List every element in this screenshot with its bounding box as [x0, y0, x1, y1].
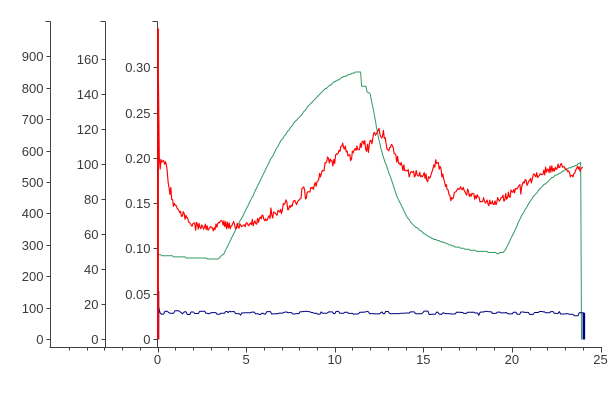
y-axis-outer-left-tick-label: 300 — [22, 238, 44, 253]
y-axis-middle-left-tick-label: 140 — [77, 87, 99, 102]
y-axis-outer-left-tick-label: 400 — [22, 206, 44, 221]
x-axis-tick-label: 15 — [416, 352, 430, 367]
y-axis-middle-left-tick-label: 20 — [84, 297, 98, 312]
y-axis-inner-left-tick-label: 0.20 — [125, 151, 150, 166]
series-red-noisy-curve — [156, 78, 584, 340]
y-axis-inner-left-tick-label: 0.25 — [125, 106, 150, 121]
y-axis-inner-left-tick-label: 0.15 — [125, 196, 150, 211]
y-axis-inner-left-tick-label: 0.05 — [125, 287, 150, 302]
y-axis-outer-left-tick-label: 700 — [22, 112, 44, 127]
y-axis-outer-left-tick-label: 500 — [22, 175, 44, 190]
y-axis-middle-left-tick-label: 160 — [77, 52, 99, 67]
y-axis-outer-left-tick-label: 800 — [22, 81, 44, 96]
y-axis-middle-left-tick-label: 120 — [77, 122, 99, 137]
x-axis-tick-label: 5 — [242, 352, 249, 367]
x-axis-tick-label: 25 — [593, 352, 607, 367]
y-axis-outer-left-tick-label: 600 — [22, 144, 44, 159]
y-axis-middle-left-tick-label: 100 — [77, 157, 99, 172]
y-axis-middle-left-tick-label: 0 — [91, 332, 98, 347]
x-axis-tick-label: 0 — [154, 352, 161, 367]
y-axis-inner-left-tick-label: 0 — [143, 332, 150, 347]
y-axis-outer-left-tick-label: 900 — [22, 49, 44, 64]
y-axis-inner-left-tick-label: 0.10 — [125, 241, 150, 256]
y-axis-outer-left-tick-label: 0 — [36, 332, 43, 347]
y-axis-middle-left-tick-label: 80 — [84, 192, 98, 207]
x-axis-tick-label: 10 — [327, 352, 341, 367]
series-green-smooth-curve — [157, 71, 582, 340]
series-navy-noisy-flat-line — [157, 306, 584, 340]
y-axis-middle-left-tick-label: 60 — [84, 227, 98, 242]
y-axis-middle-left-tick-label: 40 — [84, 262, 98, 277]
x-axis-tick-label: 20 — [505, 352, 519, 367]
y-axis-outer-left-tick-label: 100 — [22, 301, 44, 316]
y-axis-outer-left-tick-label: 200 — [22, 269, 44, 284]
y-axis-inner-left-tick-label: 0.30 — [125, 60, 150, 75]
